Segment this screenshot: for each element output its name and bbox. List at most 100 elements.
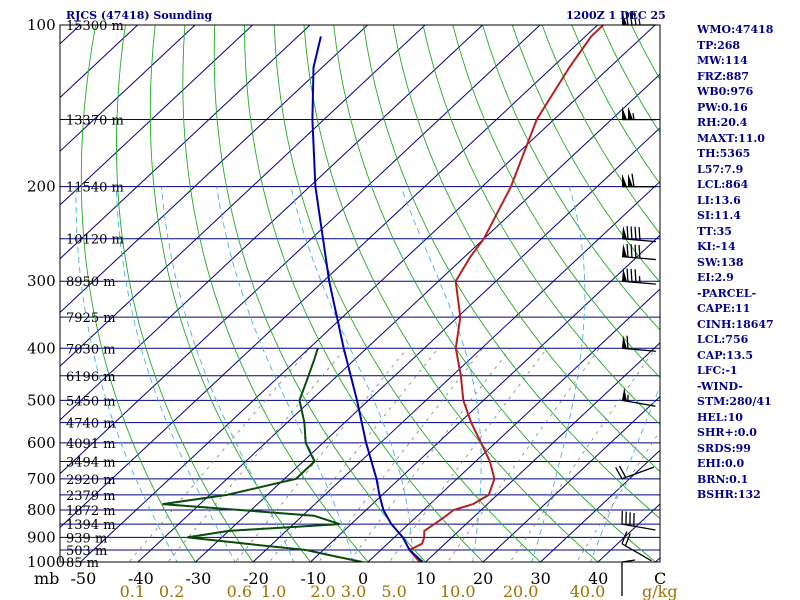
mixing-ratio-tick-label: 0.1 [120,582,145,600]
wind-barb [621,510,656,531]
mixing-ratio-tick-label: 5.0 [381,582,406,600]
moist-adiabat-line [75,186,178,562]
height-label: 8950 m [66,275,116,290]
index-line: EHI:0.0 [697,457,745,470]
height-label: 7925 m [66,311,116,326]
height-label: 6196 m [66,370,116,385]
mixing-ratio-unit-label: g/kg [642,582,678,600]
wind-barb-pennant [628,106,633,120]
wind-barb-pennant [622,106,627,120]
height-label: 2920 m [66,473,116,488]
isotherm-line [60,25,253,206]
wind-barb-full [626,268,629,282]
isotherm-line [60,25,541,475]
isotherm-line [137,73,660,562]
index-line: HEL:10 [697,410,743,424]
wind-barb-pennant [628,173,633,187]
index-line: -WIND- [697,379,743,393]
index-line: MAXT:11.0 [697,131,765,145]
wind-barb [621,243,656,261]
temperature-tick-label: 20 [473,569,493,588]
index-line: TH:5365 [697,147,751,160]
moist-adiabat-line [290,186,414,562]
dry-adiabat-line [452,25,660,379]
wind-barb-full [629,512,631,526]
plot-frame [59,24,661,563]
height-label: 939 m [66,531,107,546]
moist-adiabat-line [400,186,482,562]
wind-barb-full [626,335,629,349]
wind-barb-full [633,11,637,26]
mixing-ratio-tick-label: 40.0 [570,582,606,600]
index-line: LCL:864 [697,178,749,191]
pressure-tick-label: 1000 [27,553,65,571]
wind-barb-full [621,510,623,525]
wind-barb [621,387,656,407]
wind-barb-full [630,268,633,283]
height-label: 4091 m [66,437,116,452]
wind-barb-full [621,531,628,545]
height-label: 13370 m [66,114,124,129]
isotherm-line [60,25,598,529]
mixing-ratio-tick-label: 0.2 [159,582,184,600]
dry-adiabat-line [482,25,660,331]
wind-barb [621,531,652,562]
wind-barb-full [629,11,633,26]
isotherm-line [252,180,660,562]
index-line: RH:20.4 [697,116,748,129]
dry-adiabat-line [363,25,660,520]
index-line: BRN:0.1 [697,472,749,486]
height-label: 85 m [66,556,99,571]
isotherm-line [80,25,656,562]
wind-barb-full [633,513,635,527]
height-label: 10120 m [66,233,124,248]
temperature-tick-label: -10 [301,569,327,588]
isotherm-line [425,342,660,562]
isotherm-line [60,25,426,367]
dewpoint-curve [162,347,363,562]
moist-adiabat-line [589,384,660,562]
dry-adiabat-line [182,25,369,562]
wind-barb-full [626,243,629,258]
index-line: STM:280/41 [697,395,772,408]
pressure-tick-label: 900 [27,528,56,546]
height-label: 1394 m [66,518,116,533]
mixing-ratio-tick-label: 1.0 [261,582,286,600]
index-line: CAP:13.5 [697,348,754,362]
mixing-ratio-line [167,348,346,562]
height-label: 15300 m [66,19,124,34]
dry-adiabat-line [333,25,657,562]
wind-barb [621,225,656,243]
wind-barb-full [624,533,631,547]
chart-time: 1200Z 1 DEC 25 [566,9,666,22]
index-line: PW:0.16 [697,100,748,114]
wind-barb-full [625,511,627,525]
pressure-tick-label: 700 [27,470,56,488]
temperature-tick-label: -30 [186,569,212,588]
height-label: 5450 m [66,394,116,409]
wind-barb-full [630,226,633,240]
index-line: L57:7.9 [697,162,744,176]
temperature-unit-label: C [654,569,666,588]
dry-adiabat-line [303,25,599,562]
height-label: 2379 m [66,489,116,504]
pressure-tick-label: 800 [27,501,56,519]
isotherm-line [310,234,660,562]
dry-adiabat-line [80,25,197,562]
sounding-indices-panel: WMO:47418 TP:268 MW:114 FRZ:887 WB0:976 PW:0.… [697,22,797,503]
wind-barb-full [626,226,629,240]
isotherm-line [482,395,660,562]
temperature-curve [407,25,604,562]
index-line: LFC:-1 [697,364,738,377]
wind-barb-full [634,269,637,283]
height-label: 4740 m [66,417,116,432]
chart-title: RJCS (47418) Sounding [66,9,213,22]
parcel-curve [311,36,424,562]
sounding-curves [162,25,604,562]
index-line: CINH:18647 [697,317,774,331]
wind-barb-staff [621,523,656,531]
pressure-tick-label: 600 [27,434,56,452]
index-line: BSHR:132 [697,488,761,501]
